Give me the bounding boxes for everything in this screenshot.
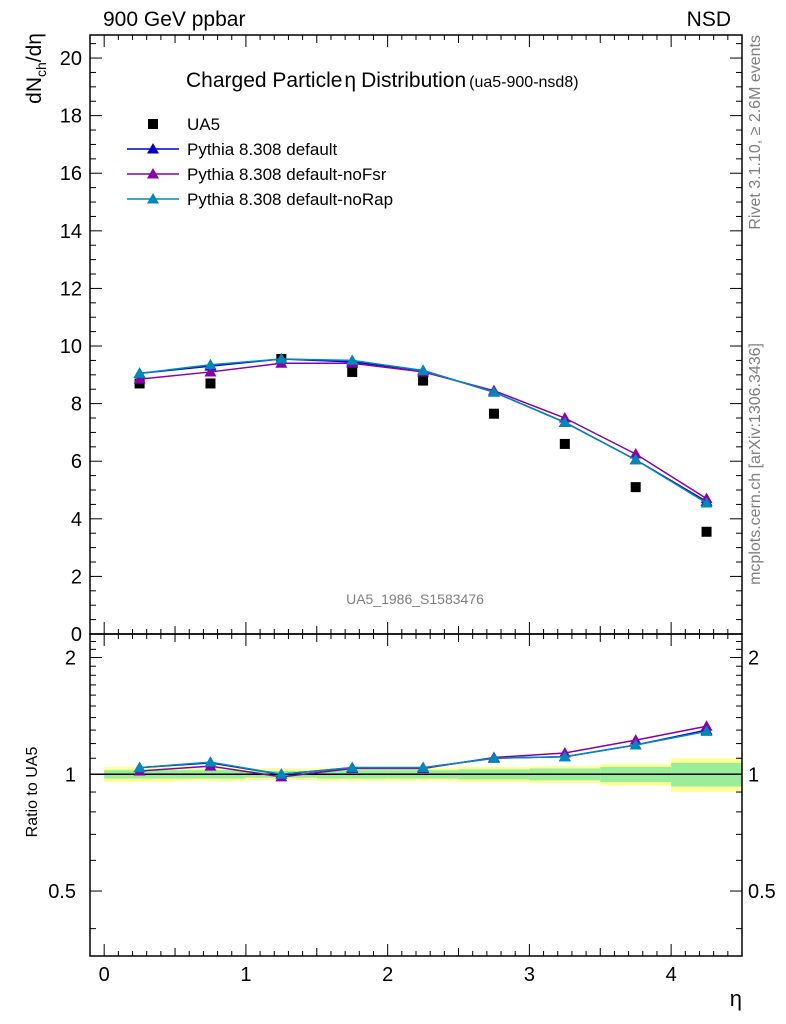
chart-subtitle: (ua5-900-nsd8)	[469, 74, 578, 91]
y-tick-label: 20	[60, 48, 82, 70]
legend-entry: Pythia 8.308 default-noRap	[127, 190, 393, 209]
ratio-point	[558, 750, 571, 762]
legend-marker	[147, 168, 159, 179]
mc-point	[346, 354, 359, 365]
ratio-series-2	[133, 725, 713, 779]
header-left-label: 900 GeV ppbar	[103, 8, 246, 31]
data-point	[205, 378, 216, 389]
x-tick-label: 0	[99, 964, 110, 986]
ratio-point	[487, 752, 500, 763]
mc-point	[700, 496, 713, 508]
y-tick-label: 6	[71, 451, 82, 473]
header-right-label: NSD	[686, 8, 731, 31]
x-tick-label: 3	[524, 964, 535, 986]
mc-point	[558, 416, 571, 427]
data-point	[347, 366, 358, 377]
y-tick-label: 14	[60, 221, 82, 243]
analysis-id: UA5_1986_S1583476	[346, 591, 484, 607]
x-tick-label: 4	[666, 964, 677, 986]
mc-point	[133, 373, 146, 384]
y-axis-label: dNch/dη	[23, 33, 49, 104]
data-point	[630, 482, 641, 493]
y-tick-label: 12	[60, 278, 82, 300]
y-tick-label: 8	[71, 394, 82, 416]
mc-point	[204, 365, 217, 377]
mc-point	[629, 448, 642, 459]
ratio-y-axis-label: Ratio to UA5	[24, 747, 41, 838]
x-tick-label: 2	[382, 964, 393, 986]
chart-marks	[133, 352, 713, 782]
x-axis-label: η	[730, 986, 742, 1011]
mc-point	[275, 352, 288, 364]
chart-title: Charged Particleη Distribution (ua5-900-ns…	[186, 69, 579, 92]
y-tick-label: 10	[60, 336, 82, 358]
legend-marker	[147, 193, 159, 204]
y-tick-label: 2	[71, 566, 82, 588]
mc-point	[417, 364, 430, 375]
data-point	[559, 438, 570, 449]
ratio-y-tick-label: 0.5	[48, 881, 76, 903]
legend-entry: Pythia 8.308 default	[127, 140, 338, 159]
ratio-y-tick-label-right: 1	[748, 764, 759, 786]
ratio-point	[700, 725, 713, 736]
legend-label: Pythia 8.308 default-noFsr	[187, 165, 387, 184]
ratio-point	[417, 761, 430, 773]
series-0	[134, 353, 712, 537]
legend-marker	[148, 119, 158, 129]
legend-entry: Pythia 8.308 default-noFsr	[127, 165, 387, 184]
mc-point	[133, 367, 146, 378]
data-point	[701, 526, 712, 537]
ratio-y-tick-label: 1	[65, 764, 76, 786]
mc-point	[629, 453, 642, 465]
legend: UA5 Pythia 8.308 default Pythia 8.308 defa…	[127, 115, 393, 209]
mc-point	[487, 386, 500, 397]
ratio-point	[133, 761, 146, 773]
data-point	[418, 375, 429, 386]
series-3	[133, 352, 713, 508]
legend-label: Pythia 8.308 default-noRap	[187, 190, 393, 209]
y-tick-label: 4	[71, 509, 82, 531]
mc-point	[204, 358, 217, 370]
ratio-y-tick-label-right: 0.5	[748, 881, 776, 903]
y-tick-label: 18	[60, 106, 82, 128]
ratio-point	[204, 756, 217, 767]
legend-marker	[147, 143, 159, 154]
ratio-point	[275, 768, 288, 779]
legend-entry: UA5	[148, 115, 220, 134]
x-tick-label: 1	[240, 964, 251, 986]
ratio-point	[346, 761, 359, 773]
ratio-y-tick-label-right: 2	[748, 648, 759, 670]
y-tick-label: 0	[71, 624, 82, 646]
y-tick-label: 16	[60, 163, 82, 185]
ratio-y-tick-label: 2	[65, 648, 76, 670]
legend-label: UA5	[187, 115, 220, 134]
ratio-point	[629, 738, 642, 750]
rivet-label: Rivet 3.1.10, ≥ 2.6M events	[747, 35, 764, 230]
mcplots-label: mcplots.cern.ch [arXiv:1306.3436]	[747, 343, 764, 585]
ratio-panel-frame	[89, 633, 743, 957]
data-point	[488, 408, 499, 419]
legend-label: Pythia 8.308 default	[187, 140, 338, 159]
